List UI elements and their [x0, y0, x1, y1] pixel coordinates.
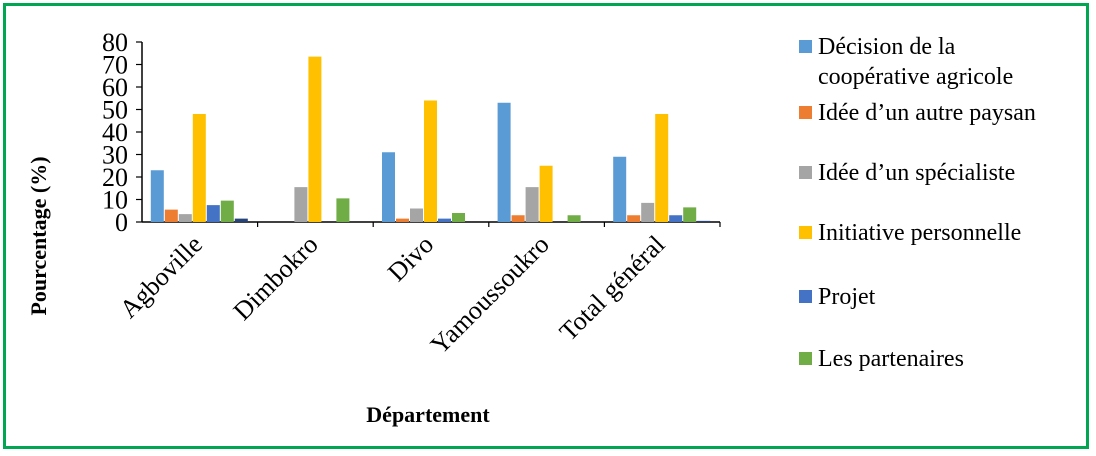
- legend-label: Décision de la: [818, 34, 956, 60]
- bar-3-1: [178, 214, 192, 222]
- legend-label: Idée d’un spécialiste: [818, 160, 1015, 186]
- bar-4-3: [424, 100, 437, 222]
- bar-2-5: [627, 215, 641, 222]
- bar-6-1: [220, 200, 234, 222]
- x-category-label: Agboville: [114, 230, 208, 324]
- x-category-label: Yamoussoukro: [425, 230, 555, 360]
- bar-3-2: [294, 187, 308, 222]
- bar-3-3: [410, 208, 423, 222]
- bar-6-3: [452, 213, 465, 222]
- bar-3-5: [641, 202, 655, 222]
- bar-2-3: [396, 218, 409, 222]
- y-tick-label: 70: [102, 51, 128, 80]
- y-tick-label: 10: [102, 186, 128, 215]
- y-tick-label: 30: [102, 141, 128, 170]
- legend-swatch: [799, 290, 812, 303]
- bar-4-4: [539, 165, 553, 222]
- y-tick-label: 80: [102, 28, 128, 57]
- bar-2-1: [164, 209, 178, 222]
- bar-extra-5: [697, 220, 711, 222]
- legend: Décision de la coopérative agricole Idée d…: [799, 34, 1036, 372]
- x-axis-title: Département: [366, 402, 490, 427]
- bar-5-5: [669, 215, 683, 222]
- y-tick-label: 40: [102, 118, 128, 147]
- bar-6-2: [336, 198, 350, 222]
- bar-5-1: [206, 205, 220, 222]
- legend-swatch: [799, 40, 812, 53]
- bar-extra-1: [234, 218, 248, 222]
- bar-4-1: [192, 114, 206, 222]
- bar-5-3: [438, 218, 451, 222]
- bar-1-4: [497, 102, 511, 222]
- bar-3-4: [525, 187, 539, 222]
- x-category-label: Dimbokro: [228, 230, 324, 326]
- bar-1-1: [150, 170, 164, 222]
- bar-1-3: [382, 152, 395, 222]
- bar-1-5: [613, 156, 627, 222]
- legend-swatch: [799, 166, 812, 179]
- y-tick-label: 0: [115, 208, 128, 237]
- bar-2-4: [511, 215, 525, 222]
- legend-swatch: [799, 226, 812, 239]
- x-category-label: Total général: [554, 230, 671, 347]
- legend-label: Initiative personnelle: [818, 220, 1021, 246]
- bar-6-5: [683, 207, 697, 222]
- legend-label: Idée d’un autre paysan: [818, 100, 1036, 126]
- bar-4-5: [655, 114, 669, 222]
- legend-label: Les partenaires: [818, 346, 964, 372]
- y-tick-label: 50: [102, 96, 128, 125]
- legend-swatch: [799, 106, 812, 119]
- bar-4-2: [308, 56, 322, 222]
- bars: [150, 56, 711, 222]
- y-tick-label: 20: [102, 163, 128, 192]
- y-tick-label: 60: [102, 73, 128, 102]
- chart-frame: [3, 3, 1089, 449]
- legend-swatch: [799, 352, 812, 365]
- x-category-label: Divo: [382, 230, 439, 287]
- legend-label: Projet: [818, 284, 876, 310]
- legend-label: coopérative agricole: [818, 64, 1013, 90]
- bar-6-4: [567, 215, 581, 222]
- y-axis-title: Pourcentage (%): [26, 156, 51, 315]
